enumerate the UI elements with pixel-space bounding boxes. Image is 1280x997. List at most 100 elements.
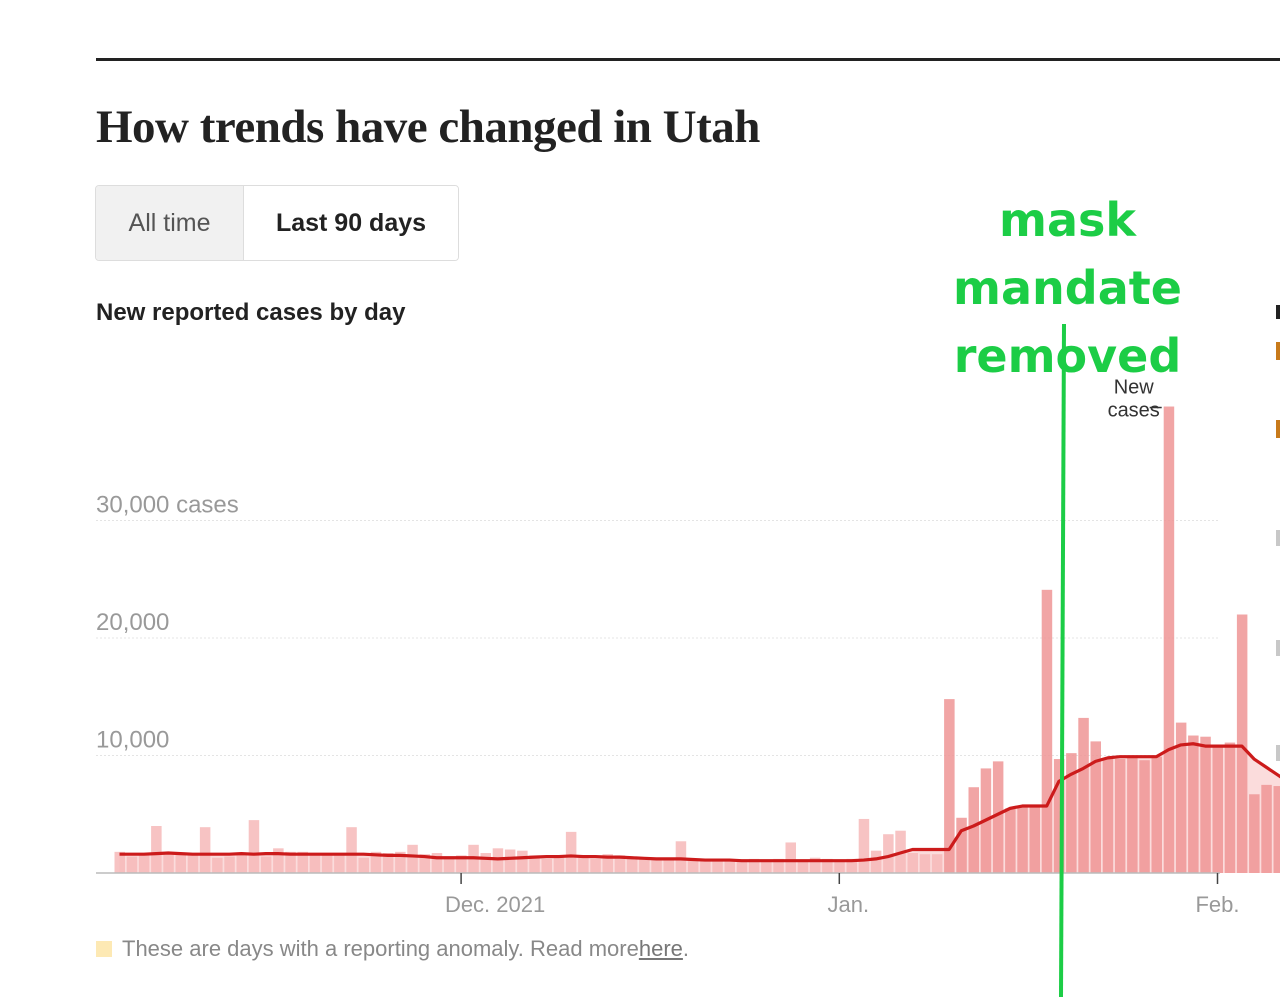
case-bar — [346, 827, 357, 873]
tab-last-90-days[interactable]: Last 90 days — [244, 186, 458, 260]
case-bar — [370, 851, 382, 873]
y-tick-label: 10,000 — [96, 727, 169, 754]
case-bar — [992, 761, 1004, 873]
case-bar — [822, 858, 833, 873]
case-bar — [1163, 406, 1175, 873]
case-bar — [273, 848, 284, 873]
case-bar — [944, 699, 955, 873]
page-title: How trends have changed in Utah — [96, 101, 760, 153]
case-bar — [919, 854, 931, 873]
case-bar — [968, 787, 979, 873]
case-bar — [578, 857, 589, 873]
case-bar — [419, 854, 430, 873]
case-bar — [1224, 742, 1236, 873]
case-bar — [748, 858, 760, 873]
case-bar — [797, 860, 809, 873]
annotation-line-2: removed — [953, 329, 1182, 383]
case-bar — [626, 857, 638, 873]
case-bar — [565, 831, 577, 873]
annotation-line-1: mask mandate — [953, 193, 1182, 315]
case-bar — [663, 860, 674, 873]
case-bar — [407, 844, 418, 873]
case-bar — [138, 854, 150, 873]
case-bar — [1078, 717, 1089, 873]
case-bar — [1102, 757, 1114, 873]
case-bar — [712, 860, 723, 873]
case-bar — [1236, 614, 1248, 873]
case-bar — [1151, 756, 1162, 873]
footnote-text: These are days with a reporting anomaly.… — [122, 936, 639, 961]
case-bar — [529, 855, 540, 873]
case-bar — [114, 851, 125, 873]
case-bar — [1212, 746, 1223, 873]
case-bar — [1017, 807, 1028, 873]
peak-label: cases — [1108, 400, 1160, 422]
case-bar — [187, 855, 199, 873]
chart-subtitle: New reported cases by day — [96, 299, 406, 326]
case-bar — [736, 861, 748, 873]
case-bar — [175, 854, 186, 873]
case-bar — [248, 820, 260, 873]
case-bar — [224, 856, 235, 873]
case-bar — [1139, 760, 1150, 873]
case-bar — [724, 860, 735, 873]
mask-mandate-annotation: mask mandate removed — [880, 186, 1255, 390]
case-bar — [614, 855, 626, 873]
case-bar — [1249, 794, 1260, 873]
case-bar — [858, 818, 870, 873]
case-bar — [395, 851, 406, 873]
case-bar — [517, 850, 528, 873]
case-bar — [456, 855, 467, 873]
case-bar — [199, 827, 211, 873]
case-bar — [639, 858, 650, 873]
case-bar — [492, 848, 504, 873]
case-bar — [1261, 784, 1272, 873]
case-bar — [321, 855, 333, 873]
case-bar — [334, 855, 345, 873]
case-bar — [785, 842, 796, 873]
case-bar — [1005, 808, 1016, 873]
case-bar — [358, 857, 369, 873]
anomaly-swatch — [96, 941, 112, 957]
case-bar — [846, 858, 857, 873]
average-line — [119, 742, 1280, 863]
case-bar — [956, 817, 967, 873]
case-bar — [504, 849, 516, 873]
case-bar — [590, 858, 601, 873]
case-bar — [675, 841, 687, 873]
case-bar — [285, 851, 296, 873]
case-bar — [700, 858, 711, 873]
case-bar — [809, 857, 821, 873]
y-tick-label: 30,000 cases — [96, 492, 239, 519]
time-range-tabs: All time Last 90 days — [95, 185, 459, 261]
case-bar — [773, 858, 784, 873]
case-bar — [1175, 722, 1187, 873]
mask-mandate-line — [1059, 323, 1066, 997]
case-bar — [1200, 736, 1211, 873]
case-bar — [431, 853, 443, 873]
peak-label: New — [1114, 377, 1155, 399]
y-tick-label: 20,000 — [96, 609, 169, 636]
x-tick-label: Feb. — [1195, 892, 1239, 917]
case-bar — [931, 854, 943, 873]
tab-all-time[interactable]: All time — [96, 186, 244, 260]
case-bar — [480, 853, 491, 873]
case-bar — [1090, 741, 1101, 873]
case-bar — [260, 856, 272, 873]
case-bar — [297, 851, 308, 873]
case-bar — [1127, 757, 1138, 873]
case-bar — [309, 854, 321, 873]
case-bar — [1053, 759, 1065, 873]
footnote-link[interactable]: here — [638, 936, 683, 961]
top-rule — [96, 58, 1280, 61]
footnote: These are days with a reporting anomaly.… — [96, 936, 689, 962]
case-bar — [651, 858, 662, 873]
case-bar — [1066, 753, 1077, 873]
case-bar — [1114, 759, 1126, 873]
case-bar — [834, 860, 845, 873]
case-bar — [1273, 786, 1280, 873]
case-bar — [1029, 807, 1040, 873]
footnote-end: . — [682, 936, 690, 961]
x-tick-label: Dec. 2021 — [445, 892, 545, 917]
